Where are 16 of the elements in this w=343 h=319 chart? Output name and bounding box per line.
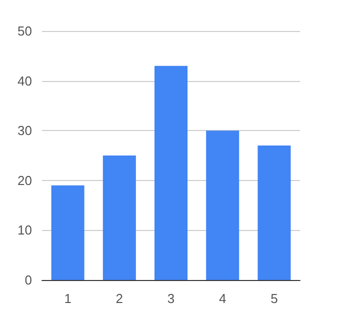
bar (258, 146, 291, 280)
y-tick-label: 0 (24, 272, 32, 288)
x-tick-label: 4 (218, 291, 226, 306)
x-tick-label: 5 (270, 291, 278, 306)
bar (51, 185, 84, 280)
x-tick-label: 1 (64, 291, 72, 306)
bar (154, 66, 188, 280)
bar (206, 130, 240, 280)
x-tick-label: 2 (116, 291, 124, 306)
y-tick-label: 30 (18, 123, 32, 138)
y-tick-label: 50 (18, 24, 32, 38)
x-tick-label: 3 (167, 291, 175, 306)
y-tick-label: 10 (18, 222, 32, 238)
y-tick-label: 20 (18, 172, 32, 188)
bar (102, 156, 136, 280)
y-tick-label: 40 (18, 73, 32, 88)
